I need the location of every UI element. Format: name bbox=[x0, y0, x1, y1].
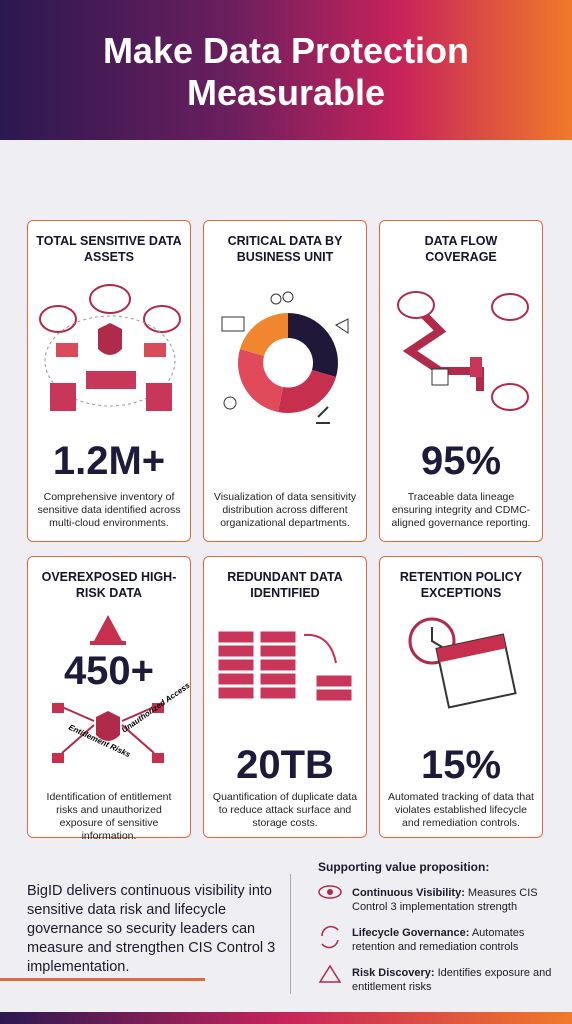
description: Traceable data lineage ensuring integrit… bbox=[391, 491, 531, 529]
card: RETENTION POLICY EXCEPTIONS 15% Automate… bbox=[379, 556, 543, 838]
description: Quantification of duplicate data to redu… bbox=[212, 791, 358, 829]
summary: BigID delivers continuous visibility int… bbox=[27, 883, 276, 975]
card: CRITICAL DATA BY BUSINESS UNIT Visualiza… bbox=[203, 220, 367, 542]
card-title: OVEREXPOSED HIGH-RISK DATA bbox=[41, 570, 177, 600]
illustration bbox=[217, 630, 353, 702]
value-icons bbox=[318, 885, 342, 983]
divider bbox=[290, 874, 291, 994]
stat: 95% bbox=[420, 439, 502, 483]
value-label: Continuous Visibility: bbox=[352, 887, 465, 899]
value-item: Lifecycle Governance: Automates retentio… bbox=[352, 926, 552, 954]
description: Comprehensive inventory of sensitive dat… bbox=[37, 491, 181, 529]
title: Make Data Protection Measurable bbox=[102, 30, 470, 113]
value-label: Lifecycle Governance: bbox=[352, 927, 470, 939]
value-text: Measures CIS Control 3 implementation st… bbox=[352, 887, 538, 913]
card: REDUNDANT DATA IDENTIFIED 20TB Quantific… bbox=[203, 556, 367, 838]
underline bbox=[0, 978, 205, 981]
illustration bbox=[397, 291, 529, 411]
card-title: DATA FLOW COVERAGE bbox=[424, 234, 498, 264]
card-title: RETENTION POLICY EXCEPTIONS bbox=[399, 570, 523, 600]
stat: 15% bbox=[420, 743, 502, 787]
value-heading: Supporting value proposition: bbox=[318, 860, 490, 874]
card-title: TOTAL SENSITIVE DATA ASSETS bbox=[36, 234, 182, 264]
value-item: Risk Discovery: Identifies exposure and … bbox=[352, 966, 552, 994]
description: Identification of entitlement risks and … bbox=[46, 791, 172, 842]
stat: 1.2M+ bbox=[52, 439, 166, 483]
value-text: Identifies exposure and entitlement risk… bbox=[352, 967, 552, 993]
stat: 450+ bbox=[63, 649, 155, 693]
header-band bbox=[0, 0, 572, 140]
card: DATA FLOW COVERAGE 95% Traceable data li… bbox=[379, 220, 543, 542]
card: OVEREXPOSED HIGH-RISK DATA Entitlement R… bbox=[27, 556, 192, 842]
illustration bbox=[39, 284, 181, 411]
description: Visualization of data sensitivity distri… bbox=[213, 491, 357, 529]
illustration: Entitlement Risks Unauthorized Access bbox=[52, 615, 192, 763]
illustration bbox=[221, 291, 349, 424]
value-label: Risk Discovery: bbox=[352, 967, 435, 979]
card-title: CRITICAL DATA BY BUSINESS UNIT bbox=[227, 234, 343, 264]
value-item: Continuous Visibility: Measures CIS Cont… bbox=[352, 886, 552, 914]
value-text: Automates retention and remediation cont… bbox=[352, 927, 525, 953]
description: Automated tracking of data that violates… bbox=[388, 791, 534, 829]
stat: 20TB bbox=[236, 743, 334, 787]
illustration bbox=[408, 617, 517, 709]
card-title: REDUNDANT DATA IDENTIFIED bbox=[227, 570, 343, 600]
card: TOTAL SENSITIVE DATA ASSETS 1.2M+ Compre… bbox=[27, 220, 191, 542]
footer-band bbox=[0, 1012, 572, 1024]
